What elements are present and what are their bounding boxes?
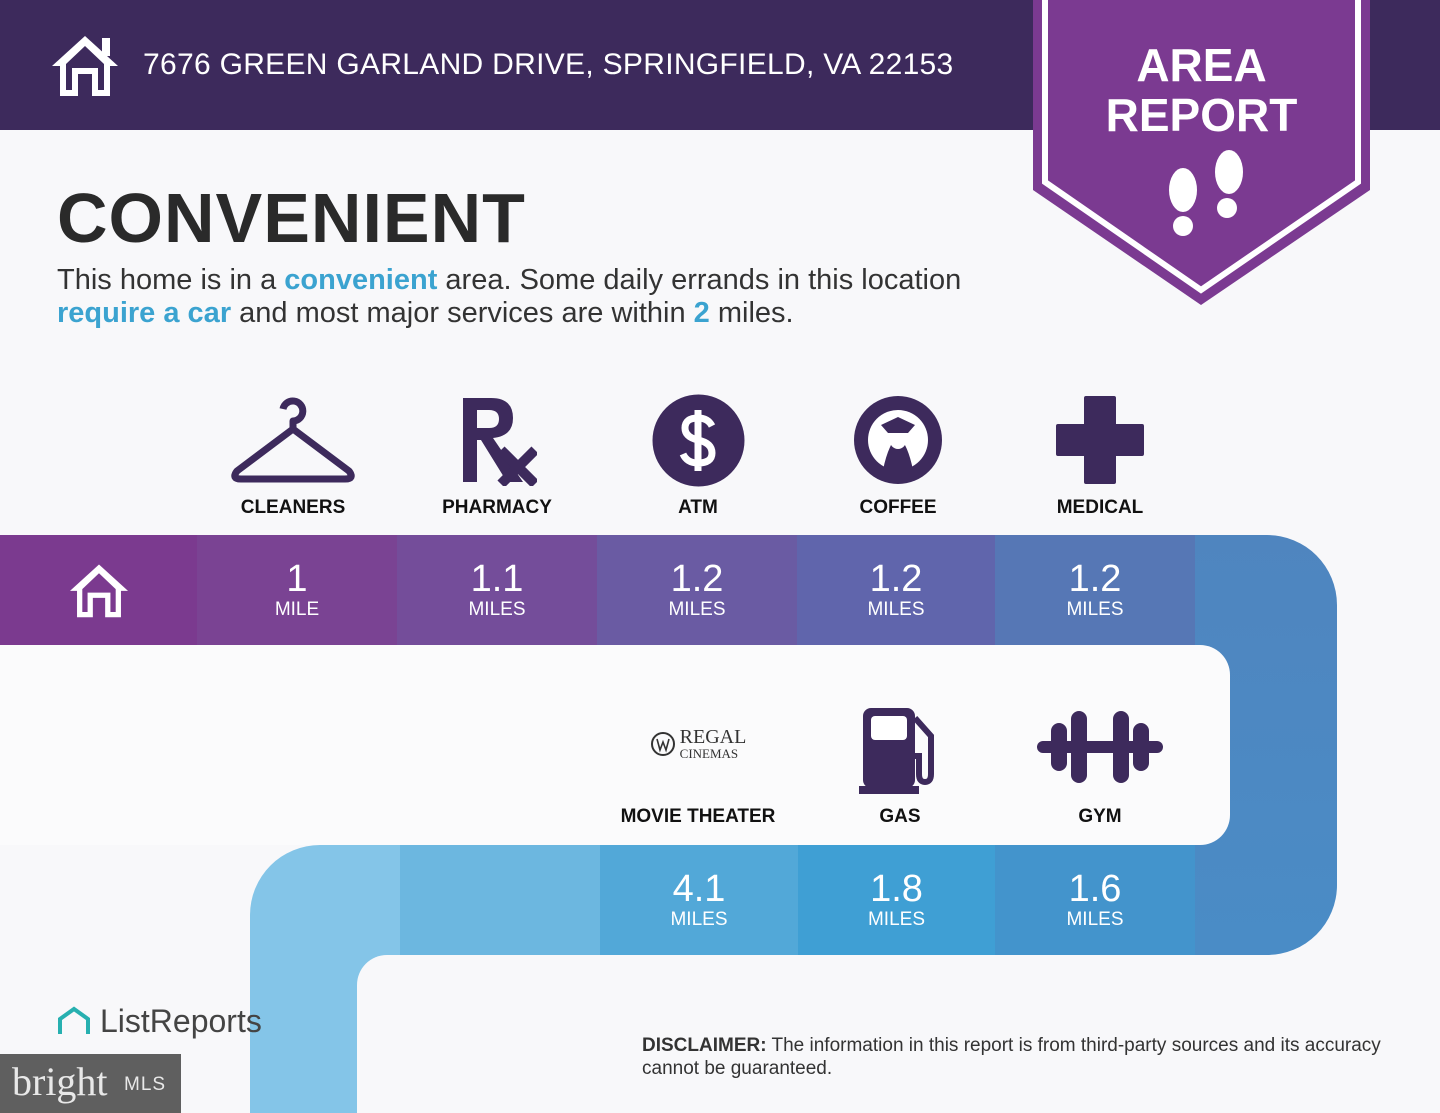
regal-emblem-icon xyxy=(650,732,675,756)
badge-title: AREA REPORT xyxy=(1105,39,1298,141)
bright-mls-watermark: bright MLS xyxy=(0,1054,181,1113)
area-report-badge xyxy=(1033,0,1370,305)
rx-icon xyxy=(397,390,597,490)
label-gym: GYM xyxy=(1078,806,1122,827)
label-cleaners: CLEANERS xyxy=(240,497,346,518)
bottom-distance-row: 4.1 MILES 1.8 MILES 1.6 MILES xyxy=(400,845,1195,955)
footprints-icon xyxy=(1169,150,1243,236)
medical-cross-icon xyxy=(1000,390,1200,490)
dollar-icon xyxy=(598,390,798,490)
label-pharmacy: PHARMACY xyxy=(442,497,552,518)
listreports-logo: ListReports xyxy=(100,1003,262,1039)
distance-movie-theater: 4.1 MILES xyxy=(600,845,798,955)
background-panel xyxy=(357,955,1440,1113)
home-icon xyxy=(52,36,118,96)
dumbbell-icon xyxy=(1000,697,1200,797)
regal-cinemas-logo: REGAL CINEMAS xyxy=(598,694,798,794)
listreports-logo-icon xyxy=(58,1006,90,1034)
distance-gas: 1.8 MILES xyxy=(798,845,995,955)
label-medical: MEDICAL xyxy=(1056,497,1144,518)
label-atm: ATM xyxy=(678,497,718,518)
distance-cleaners: 1 MILE xyxy=(197,535,397,645)
gas-pump-icon xyxy=(800,700,1000,800)
label-movie-theater: MOVIE THEATER xyxy=(620,806,776,827)
home-icon xyxy=(69,564,128,618)
top-distance-row: 1 MILE 1.1 MILES 1.2 MILES 1.2 MILES 1.2 MILE… xyxy=(0,535,1195,645)
distance-pharmacy: 1.1 MILES xyxy=(397,535,597,645)
description: This home is in a convenient area. Some … xyxy=(57,264,962,329)
distance-gym: 1.6 MILES xyxy=(995,845,1195,955)
home-cell xyxy=(0,535,197,645)
page-title: CONVENIENT xyxy=(57,179,526,257)
distance-medical: 1.2 MILES xyxy=(995,535,1195,645)
path-segment xyxy=(400,845,600,955)
label-gas: GAS xyxy=(879,806,921,827)
distance-atm: 1.2 MILES xyxy=(597,535,797,645)
middle-panel xyxy=(0,645,1230,845)
hanger-icon xyxy=(193,390,393,490)
property-address: 7676 GREEN GARLAND DRIVE, SPRINGFIELD, V… xyxy=(143,48,954,81)
label-coffee: COFFEE xyxy=(859,497,937,518)
disclaimer: DISCLAIMER: The information in this repo… xyxy=(642,1035,1381,1079)
distance-coffee: 1.2 MILES xyxy=(797,535,995,645)
starbucks-logo xyxy=(798,390,998,490)
